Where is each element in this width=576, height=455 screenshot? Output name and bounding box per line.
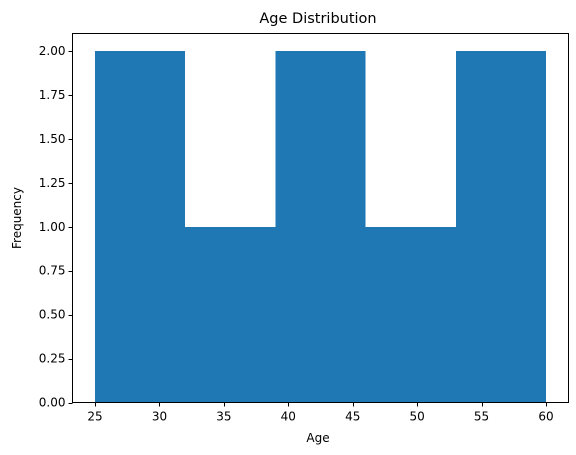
- y-tick-label: 1.25: [39, 176, 66, 190]
- y-tick-label: 0.50: [39, 308, 66, 322]
- y-axis-label: Frequency: [10, 187, 24, 249]
- chart-title: Age Distribution: [259, 11, 376, 27]
- y-tick-label: 0.25: [39, 352, 66, 366]
- y-tick-label: 0.75: [39, 264, 66, 278]
- x-tick-label: 25: [87, 410, 102, 424]
- histogram-bar: [275, 51, 366, 403]
- histogram-bar: [95, 51, 186, 403]
- x-tick-label: 40: [281, 410, 296, 424]
- x-tick-label: 60: [538, 410, 553, 424]
- bars-group: [95, 51, 546, 403]
- x-tick-label: 35: [216, 410, 231, 424]
- y-tick-label: 0.00: [39, 396, 66, 410]
- y-tick-label: 1.50: [39, 132, 66, 146]
- histogram-bar: [185, 226, 276, 403]
- plot-frame: [72, 33, 569, 403]
- y-tick-label: 2.00: [39, 44, 66, 58]
- histogram-bar: [365, 226, 456, 403]
- histogram-bar: [455, 51, 546, 403]
- x-axis-ticks: 25 30 35 40 45 50 55 60: [87, 402, 554, 424]
- x-tick-label: 50: [409, 410, 424, 424]
- x-tick-label: 55: [474, 410, 489, 424]
- x-tick-label: 30: [152, 410, 167, 424]
- y-tick-label: 1.00: [39, 220, 66, 234]
- x-axis-label: Age: [306, 431, 329, 445]
- x-tick-label: 45: [345, 410, 360, 424]
- y-tick-label: 1.75: [39, 88, 66, 102]
- y-axis-ticks: 0.00 0.25 0.50 0.75 1.00 1.25 1.50 1.75 2.00: [39, 44, 73, 410]
